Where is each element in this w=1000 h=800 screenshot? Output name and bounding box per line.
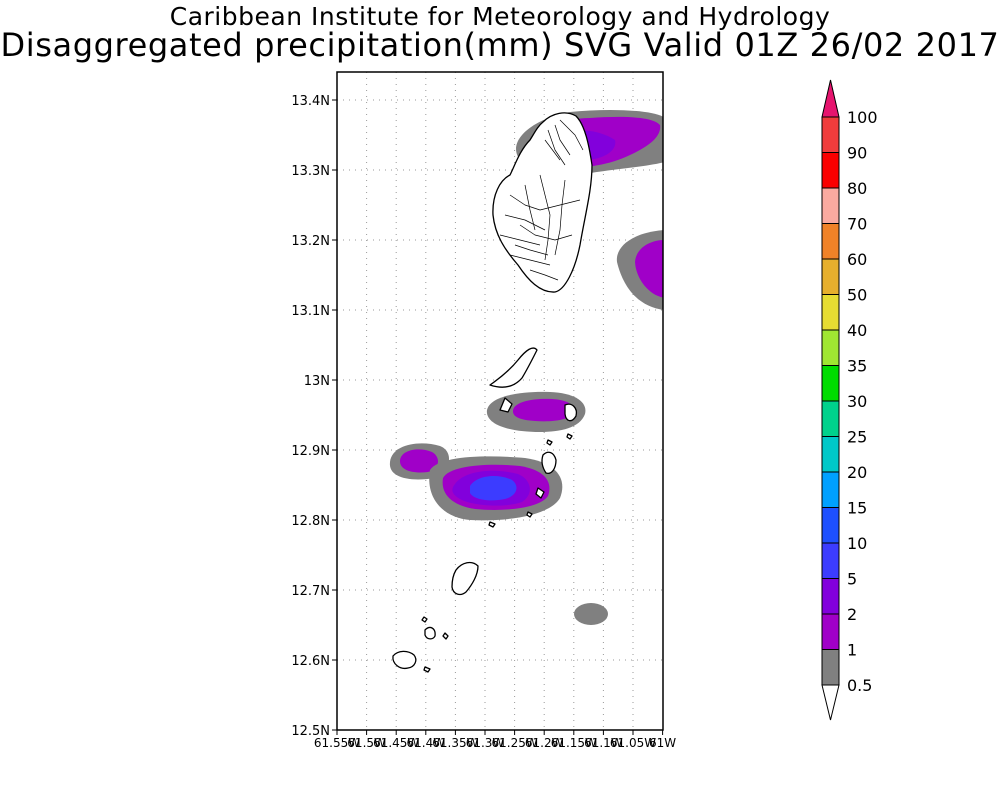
lat-tick-label: 13N <box>304 374 330 389</box>
island-union <box>451 561 479 596</box>
legend-swatch <box>821 649 840 686</box>
lat-tick-label: 13.3N <box>291 164 330 179</box>
lon-tick-label: 61.5W <box>347 736 386 750</box>
legend-swatch <box>821 471 840 508</box>
lat-tick-label: 13.2N <box>291 234 330 249</box>
island-bequia <box>489 347 538 388</box>
lat-tick-label: 13.1N <box>291 304 330 319</box>
legend-level-label: 50 <box>847 286 867 305</box>
island-small-3 <box>423 666 431 673</box>
legend-swatch <box>821 116 840 153</box>
lat-tick-label: 12.6N <box>291 654 330 669</box>
island-small-8 <box>421 616 428 623</box>
legend-level-label: 5 <box>847 570 857 589</box>
legend-level-label: 60 <box>847 250 867 269</box>
island-small-2 <box>442 632 449 640</box>
lon-tick-label: 61.15W <box>551 736 597 750</box>
precip-purple-west <box>399 449 438 473</box>
lon-tick-label: 61.55W <box>314 736 360 750</box>
legend-level-label: 1 <box>847 641 857 660</box>
legend-swatch <box>821 258 840 295</box>
legend-level-label: 30 <box>847 392 867 411</box>
legend-level-label: 40 <box>847 321 867 340</box>
lon-tick-label: 61.45W <box>373 736 419 750</box>
lon-tick-label: 61.35W <box>432 736 478 750</box>
precip-blue-south <box>470 476 517 501</box>
islands <box>392 112 593 673</box>
precip-purple-east <box>635 240 663 298</box>
legend-swatch <box>821 223 840 260</box>
legend-level-label: 100 <box>847 108 878 127</box>
island-mayreau <box>535 487 545 499</box>
legend-swatch <box>821 152 840 189</box>
lon-tick-label: 61.25W <box>491 736 537 750</box>
island-small-5 <box>526 511 533 518</box>
legend-swatch <box>821 187 840 224</box>
lat-tick-label: 12.7N <box>291 584 330 599</box>
island-carriacou-a <box>424 626 436 640</box>
legend-swatch <box>821 436 840 473</box>
legend-swatch <box>821 578 840 615</box>
legend-level-label: 35 <box>847 357 867 376</box>
legend-level-label: 15 <box>847 499 867 518</box>
legend-level-label: 70 <box>847 215 867 234</box>
island-small-1 <box>499 397 513 413</box>
legend-swatch <box>821 507 840 544</box>
longitude-axis: 61.55W61.5W61.45W61.4W61.35W61.3W61.25W6… <box>314 730 676 750</box>
lon-tick-label: 61.3W <box>466 736 505 750</box>
legend-level-label: 25 <box>847 428 867 447</box>
legend-swatch <box>821 400 840 437</box>
island-small-7 <box>566 433 573 440</box>
map-panel <box>336 71 664 731</box>
precip-field <box>389 110 663 625</box>
legend-arrow-bottom <box>821 684 840 721</box>
lon-tick-label: 61.05W <box>610 736 656 750</box>
precip-purple-mid <box>512 398 574 422</box>
legend-level-label: 20 <box>847 463 867 482</box>
legend-level-label: 80 <box>847 179 867 198</box>
legend-swatch <box>821 613 840 650</box>
lon-tick-label: 61.4W <box>407 736 446 750</box>
island-st-vincent <box>492 112 593 293</box>
island-carriacou-b <box>392 650 417 670</box>
lat-tick-label: 12.8N <box>291 514 330 529</box>
title-line-1: Caribbean Institute for Meteorology and … <box>169 2 831 31</box>
lon-tick-label: 61.1W <box>584 736 623 750</box>
latitude-axis: 13.4N 13.3N 13.2N 13.1N 13N 12.9N 12.8N 12.7N 12… <box>291 94 337 739</box>
legend-swatch <box>821 542 840 579</box>
lat-tick-label: 12.9N <box>291 444 330 459</box>
lat-tick-label: 12.5N <box>291 724 330 739</box>
map-frame <box>336 71 664 731</box>
title-line-2: Disaggregated precipitation(mm) SVG Vali… <box>0 26 1000 64</box>
legend-swatch <box>821 294 840 331</box>
island-canouan <box>541 451 557 474</box>
legend-level-label: 2 <box>847 605 857 624</box>
legend-arrow-top <box>821 79 840 118</box>
legend-level-label: 10 <box>847 534 867 553</box>
lon-tick-label: 61.2W <box>525 736 564 750</box>
island-small-6 <box>546 439 553 446</box>
legend-swatch <box>821 365 840 402</box>
precip-gray-small <box>574 603 608 625</box>
legend-level-label: 0.5 <box>847 676 872 695</box>
lat-tick-label: 13.4N <box>291 94 330 109</box>
legend-swatch <box>821 329 840 366</box>
lon-tick-label: 61W <box>649 736 676 750</box>
legend-level-label: 90 <box>847 144 867 163</box>
island-small-4 <box>488 521 496 528</box>
island-mustique <box>564 403 578 422</box>
